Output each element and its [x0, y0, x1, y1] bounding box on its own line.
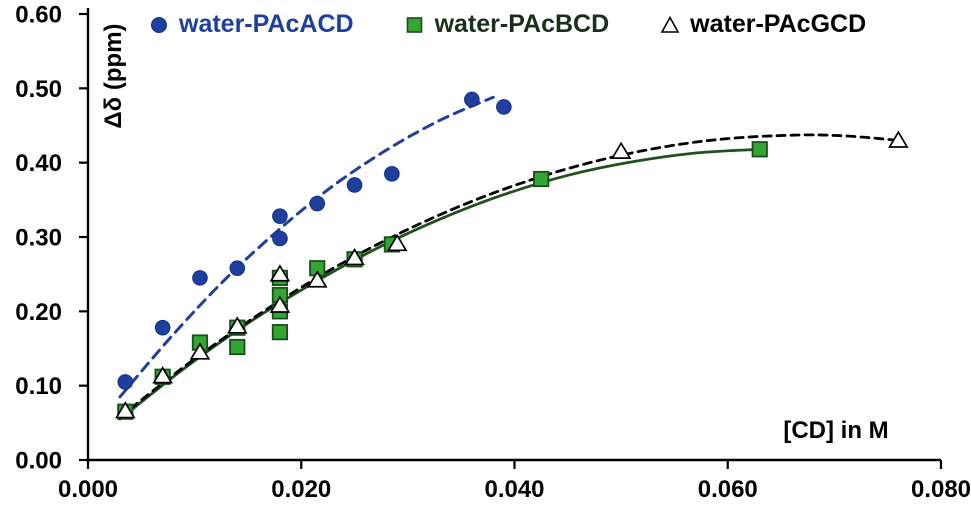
- legend-label-water-pacacd: water-PAcACD: [179, 10, 354, 38]
- data-point-water-PAcACD: [464, 91, 480, 108]
- x-tick-label: 0.060: [698, 476, 758, 503]
- chart-legend: water-PAcACD water-PAcBCD water-PAcGCD: [148, 10, 866, 39]
- y-tick-label: 0.40: [15, 150, 62, 177]
- data-point-water-PAcACD: [272, 208, 288, 224]
- circle-marker-icon: [151, 16, 167, 33]
- data-point-water-PAcBCD: [271, 324, 289, 341]
- data-point-water-PAcACD: [346, 177, 363, 193]
- triangle-marker-icon: [660, 15, 680, 33]
- x-tick-label: 0.020: [271, 476, 331, 503]
- data-point-water-PAcACD: [154, 319, 171, 336]
- data-point-water-PAcACD: [384, 166, 400, 182]
- data-point-water-PAcGCD: [306, 270, 328, 288]
- trend-line-water-PAcACD: [118, 95, 495, 399]
- data-point-water-PAcGCD: [152, 366, 173, 384]
- x-tick-label: 0.040: [484, 476, 544, 503]
- data-point-water-PAcACD: [229, 260, 246, 277]
- data-point-water-PAcACD: [309, 195, 326, 212]
- data-point-water-PAcGCD: [269, 264, 291, 282]
- x-tick-label: 0.000: [58, 476, 118, 503]
- data-point-water-PAcGCD: [386, 233, 408, 252]
- square-marker-icon: [406, 16, 422, 33]
- y-tick-label: 0.00: [15, 448, 62, 475]
- y-tick-label: 0.10: [15, 373, 62, 400]
- data-point-water-PAcGCD: [344, 247, 365, 266]
- x-tick-label: 0.080: [911, 476, 971, 503]
- data-point-water-PAcBCD: [751, 141, 768, 158]
- x-axis-title: [CD] in M: [783, 417, 888, 444]
- data-point-water-PAcACD: [496, 99, 512, 115]
- y-tick-label: 0.20: [15, 299, 62, 326]
- legend-item-water-pacacd: water-PAcACD: [148, 10, 354, 39]
- data-point-water-PAcBCD: [533, 170, 550, 188]
- data-point-water-PAcACD: [192, 270, 208, 286]
- data-point-water-PAcGCD: [888, 130, 909, 148]
- data-point-water-PAcGCD: [115, 401, 136, 419]
- data-point-water-PAcGCD: [189, 342, 211, 360]
- data-point-water-PAcBCD: [229, 338, 246, 356]
- legend-item-water-pacgcd: water-PAcGCD: [659, 10, 866, 39]
- y-tick-label: 0.50: [15, 76, 62, 103]
- y-tick-label: 0.60: [15, 2, 62, 29]
- data-point-water-PAcACD: [272, 230, 288, 247]
- data-point-water-PAcACD: [117, 374, 134, 390]
- trend-line-water-PAcGCD: [118, 133, 900, 419]
- legend-label-water-pacbcd: water-PAcBCD: [434, 10, 610, 38]
- y-axis-title: Δδ (ppm): [100, 23, 127, 128]
- y-tick-label: 0.30: [15, 225, 62, 252]
- trend-line-water-PAcBCD: [118, 147, 762, 421]
- data-point-water-PAcGCD: [226, 316, 248, 334]
- data-point-water-PAcGCD: [610, 141, 632, 159]
- data-point-water-PAcGCD: [269, 295, 291, 313]
- legend-item-water-pacbcd: water-PAcBCD: [404, 10, 610, 39]
- legend-label-water-pacgcd: water-PAcGCD: [690, 10, 867, 38]
